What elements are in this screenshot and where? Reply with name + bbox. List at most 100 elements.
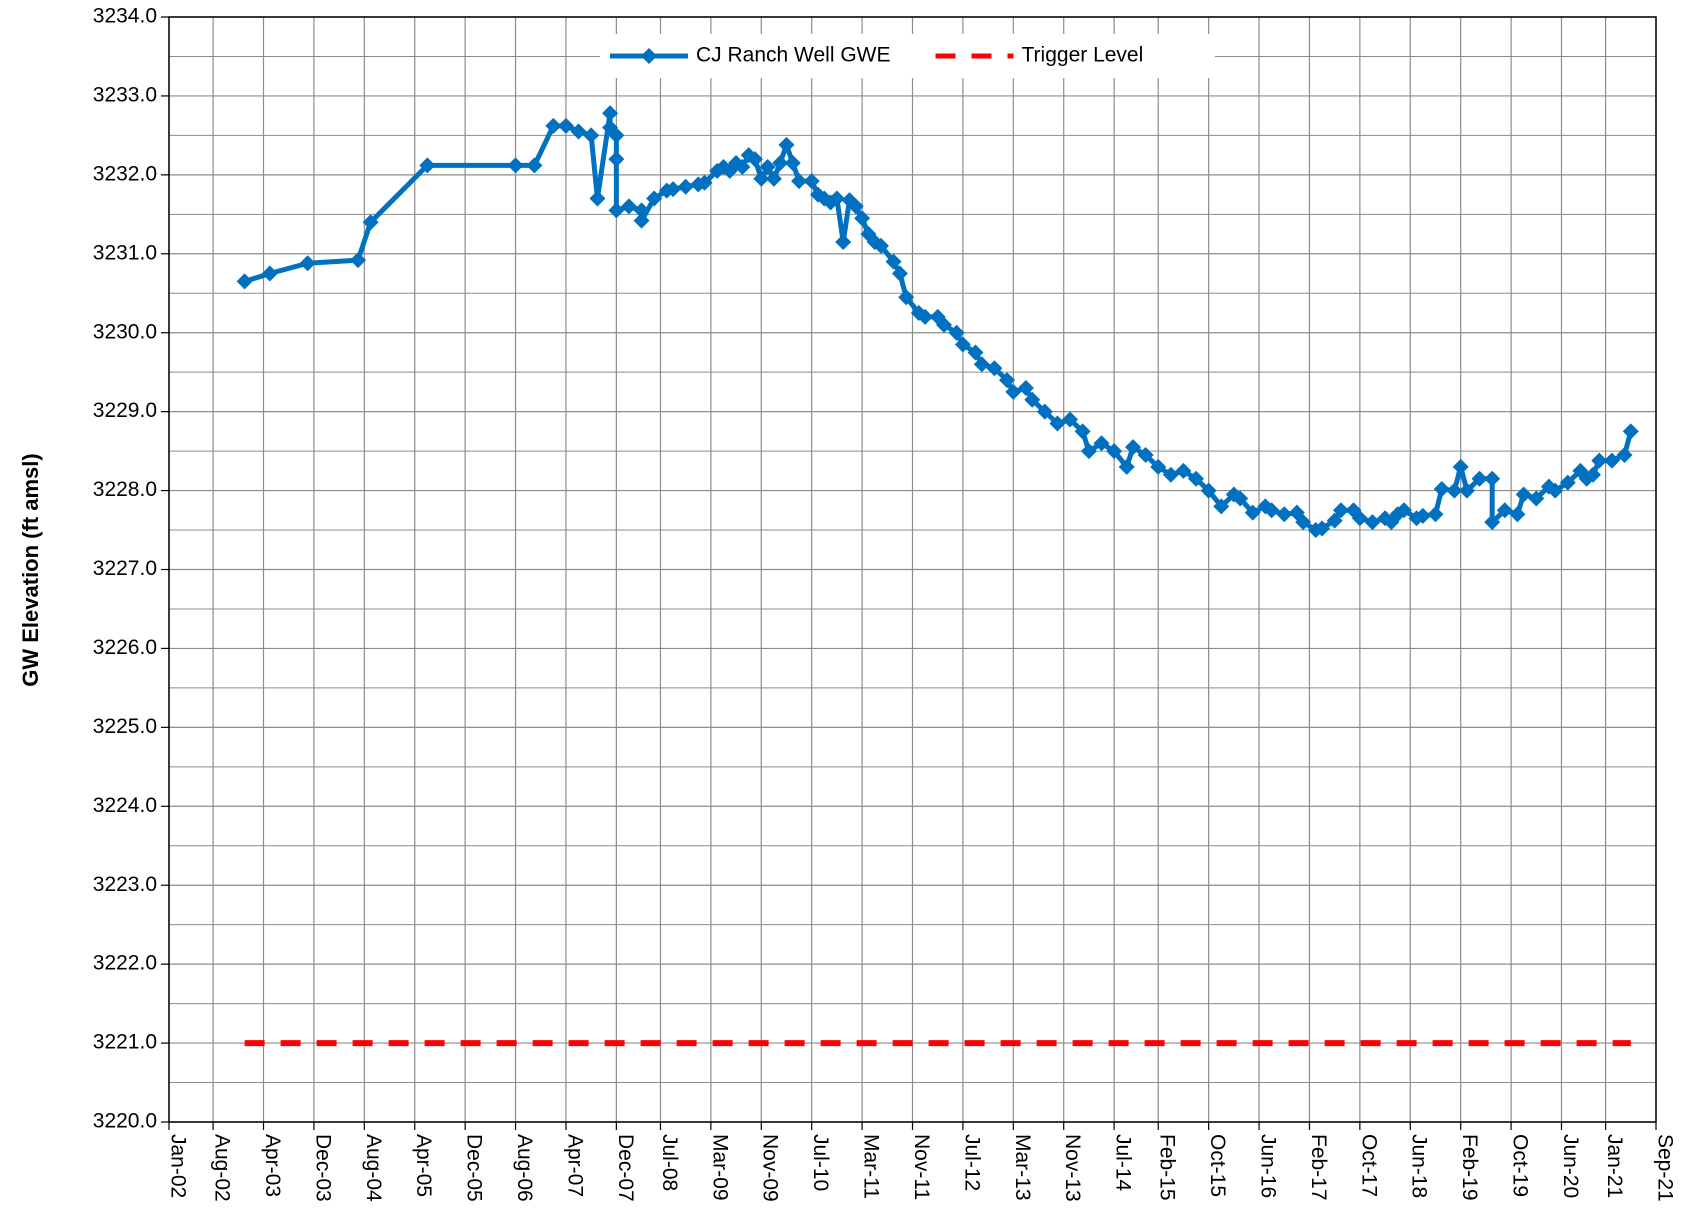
- y-tick-label: 3224.0: [93, 794, 157, 817]
- y-tick-label: 3233.0: [93, 83, 157, 106]
- x-tick-label: Nov-13: [1061, 1134, 1084, 1202]
- data-point: [872, 237, 889, 254]
- y-tick-label: 3230.0: [93, 320, 157, 343]
- x-tick-label: Apr-07: [563, 1134, 586, 1197]
- x-tick-label: Feb-15: [1156, 1134, 1179, 1201]
- data-point: [1603, 452, 1620, 469]
- data-point: [1005, 383, 1022, 400]
- data-point: [854, 210, 871, 227]
- data-point: [1458, 482, 1475, 499]
- x-tick-label: Jun-18: [1408, 1134, 1431, 1198]
- x-tick-label: Oct-19: [1509, 1134, 1532, 1197]
- x-tick-label: Aug-04: [362, 1134, 385, 1202]
- data-point: [835, 233, 852, 250]
- y-tick-label: 3225.0: [93, 715, 157, 738]
- data-point: [261, 265, 278, 282]
- data-point: [1446, 482, 1463, 499]
- x-tick-label: Apr-05: [412, 1134, 435, 1197]
- legend-label: CJ Ranch Well GWE: [696, 44, 891, 67]
- data-point: [1244, 504, 1261, 521]
- grid: [168, 16, 1657, 1123]
- data-point: [1547, 482, 1564, 499]
- data-point: [1326, 512, 1343, 529]
- data-point: [973, 356, 990, 373]
- data-point: [917, 308, 934, 325]
- x-tick-label: Jan-21: [1603, 1134, 1626, 1198]
- data-point: [236, 273, 253, 290]
- data-point: [734, 158, 751, 175]
- data-point: [967, 344, 984, 361]
- x-tick-label: Dec-05: [463, 1134, 486, 1202]
- data-point: [803, 173, 820, 190]
- legend-box: [600, 34, 1215, 78]
- data-point: [1162, 466, 1179, 483]
- data-point: [1345, 502, 1362, 519]
- data-point: [602, 105, 619, 122]
- data-point: [1175, 462, 1192, 479]
- data-point: [1137, 447, 1154, 464]
- data-point: [1616, 447, 1633, 464]
- data-point: [1433, 480, 1450, 497]
- x-tick-label: Nov-11: [910, 1134, 933, 1200]
- data-point: [954, 336, 971, 353]
- data-point: [1080, 443, 1097, 460]
- data-point: [753, 170, 770, 187]
- data-point: [633, 202, 650, 219]
- x-tick-label: Jan-02: [166, 1134, 189, 1198]
- x-tick-label: Dec-07: [614, 1134, 637, 1202]
- data-point: [898, 289, 915, 306]
- x-tick-label: Mar-11: [860, 1134, 883, 1199]
- data-point: [891, 265, 908, 282]
- data-point: [570, 123, 587, 140]
- x-tick-label: Mar-09: [708, 1134, 731, 1201]
- x-tick-label: Jul-12: [960, 1134, 983, 1191]
- data-point: [1427, 506, 1444, 523]
- y-tick-label: 3227.0: [93, 557, 157, 580]
- x-tick-label: Apr-03: [261, 1134, 284, 1197]
- data-point: [1074, 423, 1091, 440]
- data-point: [1584, 466, 1601, 483]
- data-point: [1150, 458, 1167, 475]
- data-point: [765, 170, 782, 187]
- y-tick-label: 3222.0: [93, 952, 157, 975]
- data-point: [1188, 470, 1205, 487]
- y-tick-label: 3232.0: [93, 162, 157, 185]
- legend: CJ Ranch Well GWE Trigger Level: [600, 34, 1215, 78]
- data-point: [633, 212, 650, 229]
- data-point: [1276, 506, 1293, 523]
- data-point: [545, 117, 562, 134]
- data-point: [784, 155, 801, 172]
- data-point: [1452, 458, 1469, 475]
- data-point: [1484, 470, 1501, 487]
- data-point: [1408, 510, 1425, 527]
- data-point: [1213, 498, 1230, 515]
- data-point: [696, 174, 713, 191]
- x-tick-label: Jun-20: [1559, 1134, 1582, 1198]
- data-point: [608, 127, 625, 144]
- x-tick-label: Aug-06: [513, 1134, 536, 1202]
- data-point: [507, 157, 524, 174]
- y-tick-label: 3229.0: [93, 399, 157, 422]
- data-point: [1314, 520, 1331, 537]
- data-point: [986, 360, 1003, 377]
- data-point: [1062, 411, 1079, 428]
- y-tick-label: 3234.0: [93, 5, 157, 28]
- data-point: [620, 198, 637, 215]
- data-point: [1049, 415, 1066, 432]
- x-tick-label: Oct-15: [1206, 1134, 1229, 1197]
- y-axis-title: GW Elevation (ft amsl): [18, 453, 43, 686]
- data-point: [1471, 470, 1488, 487]
- x-tick-label: Jul-08: [658, 1134, 681, 1191]
- data-point: [299, 255, 316, 272]
- data-point: [1263, 502, 1280, 519]
- x-tick-label: Mar-13: [1011, 1134, 1034, 1201]
- y-tick-label: 3228.0: [93, 478, 157, 501]
- data-point: [665, 181, 682, 198]
- data-point: [791, 173, 808, 190]
- x-tick-label: Sep-21: [1653, 1134, 1676, 1202]
- legend-label: Trigger Level: [1022, 44, 1144, 67]
- data-point: [1622, 423, 1639, 440]
- y-tick-label: 3223.0: [93, 873, 157, 896]
